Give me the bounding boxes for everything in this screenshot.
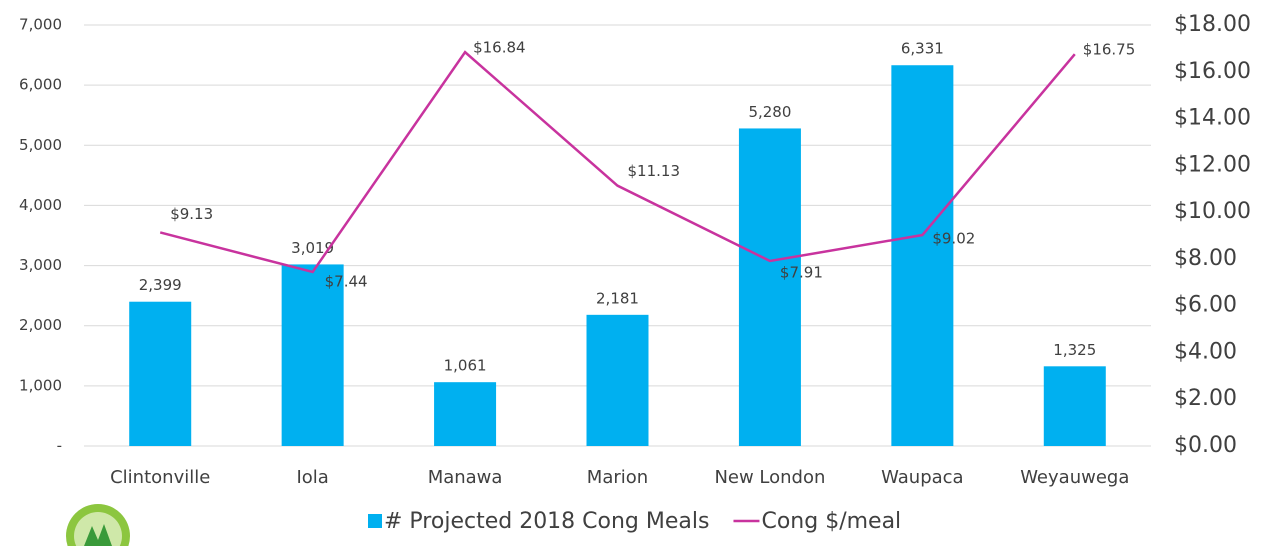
data-label: $9.02: [932, 230, 975, 248]
bar: [1043, 366, 1106, 446]
x-tick-label: Manawa: [428, 467, 503, 488]
x-tick-label: Waupaca: [881, 467, 963, 488]
y-tick-label: 7,000: [19, 16, 62, 34]
y-tick-label: 6,000: [19, 76, 62, 94]
bar: [586, 314, 649, 446]
y-tick-label: 5,000: [19, 136, 62, 154]
y2-tick-label: $10.00: [1174, 199, 1251, 224]
bar: [738, 128, 801, 446]
bar: [129, 301, 192, 446]
legend-label: # Projected 2018 Cong Meals: [384, 509, 709, 534]
data-label: $11.13: [628, 162, 681, 180]
bar: [434, 382, 497, 446]
y2-tick-label: $4.00: [1174, 339, 1237, 364]
bar: [891, 65, 954, 447]
x-tick-label: Iola: [296, 467, 328, 488]
data-label: 6,331: [901, 40, 944, 58]
y2-tick-label: $0.00: [1174, 433, 1237, 458]
data-label: 1,061: [444, 357, 487, 375]
y-tick-label: 3,000: [19, 256, 62, 274]
y-tick-label: 4,000: [19, 196, 62, 214]
y2-tick-label: $14.00: [1174, 106, 1251, 131]
bar: [281, 264, 344, 446]
data-label: $16.84: [473, 39, 525, 57]
x-tick-label: Weyauwega: [1020, 467, 1129, 488]
legend-swatch: [368, 514, 382, 528]
legend-label: Cong $/meal: [761, 509, 901, 534]
data-label: $7.44: [325, 272, 368, 290]
y2-tick-label: $18.00: [1174, 12, 1251, 37]
data-label: 2,181: [596, 289, 639, 307]
data-label: 2,399: [139, 276, 182, 294]
y-tick-label: 1,000: [19, 376, 62, 394]
data-label: $7.91: [780, 263, 823, 281]
data-label: $9.13: [170, 205, 213, 223]
y-tick-label: 2,000: [19, 316, 62, 334]
y-tick-label: -: [57, 437, 62, 455]
y2-tick-label: $8.00: [1174, 246, 1237, 271]
y2-tick-label: $12.00: [1174, 152, 1251, 177]
x-tick-label: New London: [714, 467, 825, 488]
y2-tick-label: $2.00: [1174, 386, 1237, 411]
data-label: 5,280: [748, 103, 791, 121]
data-label: $16.75: [1083, 41, 1136, 59]
x-tick-label: Marion: [587, 467, 648, 488]
x-tick-label: Clintonville: [110, 467, 210, 488]
data-label: 1,325: [1053, 341, 1096, 359]
data-label: 3,019: [291, 239, 334, 257]
y2-tick-label: $6.00: [1174, 293, 1237, 318]
line: [159, 50, 1076, 274]
y2-tick-label: $16.00: [1174, 59, 1251, 84]
logo: [66, 504, 130, 550]
